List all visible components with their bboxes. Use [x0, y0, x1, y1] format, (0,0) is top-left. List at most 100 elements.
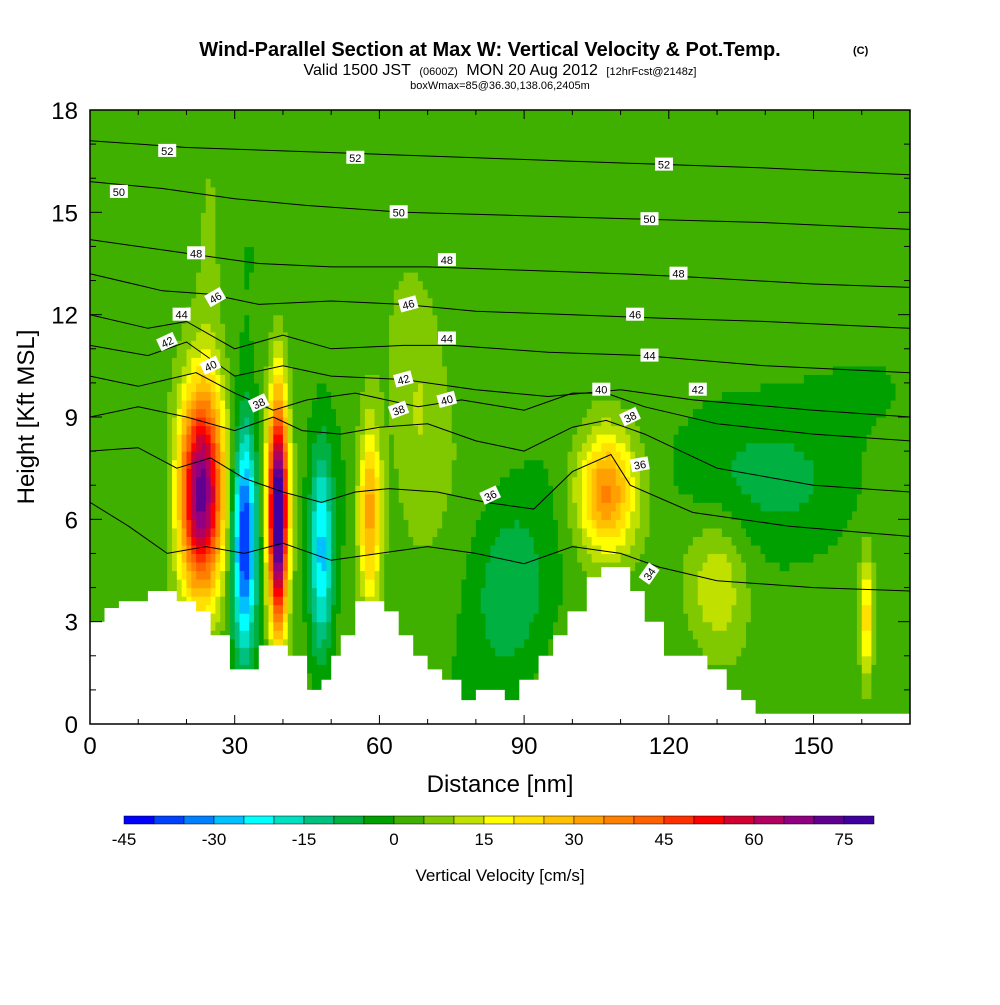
field-cell [90, 374, 96, 384]
field-cell [249, 442, 255, 452]
field-cell [205, 417, 212, 427]
field-cell [307, 613, 313, 623]
field-cell [360, 357, 366, 367]
field-cell [157, 229, 163, 239]
field-cell [413, 502, 419, 512]
field-cell [418, 127, 424, 137]
field-cell [311, 399, 318, 410]
field-cell [379, 391, 385, 401]
field-cell [143, 519, 149, 529]
field-cell [109, 118, 115, 128]
field-cell [234, 263, 241, 273]
field-cell [104, 425, 110, 435]
field-cell [90, 246, 96, 256]
field-cell [128, 152, 135, 162]
field-cell [422, 630, 429, 640]
field-cell [398, 118, 405, 128]
field-cell [258, 306, 265, 316]
field-cell [147, 212, 154, 222]
field-cell [239, 289, 245, 299]
field-cell [239, 468, 245, 478]
field-cell [369, 442, 376, 452]
field-cell [90, 118, 96, 128]
field-cell [364, 280, 371, 290]
field-cell [229, 451, 236, 461]
field-cell [307, 451, 313, 461]
field-cell [133, 314, 139, 324]
field-cell [282, 596, 289, 606]
field-cell [234, 451, 241, 461]
field-cell [326, 110, 332, 120]
field-cell [210, 195, 217, 205]
field-cell [234, 570, 241, 580]
field-cell [413, 519, 419, 529]
field-cell [413, 246, 419, 256]
field-cell [147, 127, 154, 137]
field-cell [369, 553, 376, 563]
field-cell [278, 289, 284, 299]
field-cell [292, 263, 299, 273]
field-cell [258, 152, 265, 162]
field-cell [128, 374, 135, 384]
field-cell [389, 272, 395, 282]
field-cell [181, 161, 188, 171]
field-cell [157, 306, 163, 316]
field-cell [331, 510, 337, 520]
field-cell [282, 451, 289, 461]
field-cell [167, 178, 173, 188]
field-cell [278, 630, 284, 640]
field-cell [263, 186, 270, 196]
field-cell [297, 135, 303, 145]
field-cell [258, 442, 265, 452]
field-cell [254, 451, 260, 461]
field-cell [292, 596, 299, 606]
field-cell [215, 263, 221, 273]
field-cell [254, 382, 260, 393]
field-cell [369, 280, 376, 290]
field-cell [316, 220, 323, 230]
field-cell [273, 570, 279, 580]
field-cell [181, 237, 188, 248]
field-cell [220, 417, 226, 427]
field-cell [393, 493, 400, 503]
field-cell [364, 195, 371, 205]
field-cell [379, 365, 385, 375]
field-cell [336, 272, 342, 282]
field-cell [220, 169, 226, 179]
field-cell [239, 579, 245, 589]
field-cell [350, 237, 356, 248]
field-cell [273, 203, 279, 213]
field-cell [205, 485, 212, 495]
field-cell [94, 399, 101, 410]
field-cell [128, 468, 135, 478]
field-cell [109, 553, 115, 563]
field-cell [133, 459, 139, 469]
field-cell [104, 280, 110, 290]
field-cell [99, 144, 106, 154]
field-cell [292, 195, 299, 205]
field-cell [345, 118, 352, 128]
field-cell [282, 417, 289, 427]
field-cell [384, 561, 390, 572]
field-cell [249, 468, 255, 478]
field-cell [398, 195, 405, 205]
field-cell [114, 212, 120, 222]
field-cell [181, 527, 188, 537]
field-cell [384, 229, 390, 239]
field-cell [90, 382, 96, 393]
field-cell [282, 365, 289, 375]
field-cell [311, 664, 318, 674]
field-cell [147, 391, 154, 401]
field-cell [143, 246, 149, 256]
field-cell [326, 306, 332, 316]
field-cell [225, 621, 231, 631]
field-cell [210, 110, 217, 120]
field-cell [403, 579, 409, 589]
field-cell [94, 229, 101, 239]
field-cell [254, 110, 260, 120]
field-cell [263, 289, 270, 299]
field-cell [307, 527, 313, 537]
field-cell [239, 135, 245, 145]
field-cell [229, 212, 236, 222]
field-cell [176, 417, 183, 427]
